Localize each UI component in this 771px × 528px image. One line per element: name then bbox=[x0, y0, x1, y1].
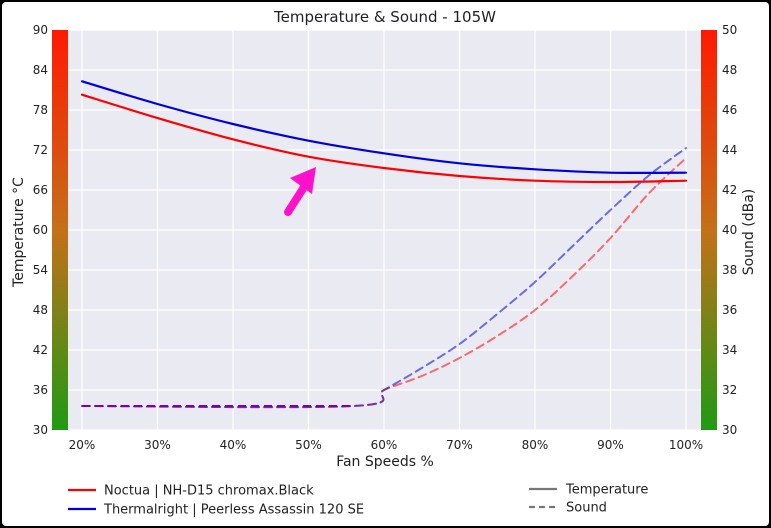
temperature-series-line bbox=[80, 80, 688, 175]
y-right-tick-label: 30 bbox=[722, 423, 737, 437]
y-right-tick-label: 40 bbox=[722, 223, 737, 237]
y-right-tick-label: 50 bbox=[722, 23, 737, 37]
x-tick-label: 100% bbox=[669, 438, 703, 452]
legend-label: Temperature bbox=[565, 483, 648, 498]
y-left-tick-label: 84 bbox=[33, 63, 48, 77]
x-tick-label: 30% bbox=[144, 438, 171, 452]
x-axis-title: Fan Speeds % bbox=[336, 454, 434, 470]
y-right-tick-label: 46 bbox=[722, 103, 737, 117]
right-sound-gradient-bar bbox=[701, 30, 717, 430]
y-right-axis-title: Sound (dBa) bbox=[741, 189, 757, 276]
y-left-tick-label: 30 bbox=[33, 423, 48, 437]
legend-label: Thermalright | Peerless Assassin 120 SE bbox=[103, 503, 364, 518]
chart-title: Temperature & Sound - 105W bbox=[273, 8, 496, 26]
y-right-tick-label: 36 bbox=[722, 303, 737, 317]
y-right-tick-labels: 30 32 34 36 38 40 42 44 46 48 50 bbox=[722, 23, 737, 437]
left-temperature-gradient-bar bbox=[52, 30, 68, 430]
y-left-tick-label: 66 bbox=[33, 183, 48, 197]
x-tick-label: 80% bbox=[522, 438, 549, 452]
y-left-axis-title: Temperature °C bbox=[11, 177, 27, 288]
y-left-tick-label: 36 bbox=[33, 383, 48, 397]
legend: Noctua | NH-D15 chromax.Black Thermalrigh… bbox=[68, 483, 648, 518]
y-left-tick-label: 90 bbox=[33, 23, 48, 37]
legend-label: Sound bbox=[566, 501, 607, 516]
temperature-series-line bbox=[80, 93, 688, 184]
legend-label: Noctua | NH-D15 chromax.Black bbox=[104, 484, 314, 499]
y-left-tick-label: 60 bbox=[33, 223, 48, 237]
x-tick-labels: 20% 30% 40% 50% 60% 70% 80% 90% 100% bbox=[69, 438, 703, 452]
y-right-tick-label: 44 bbox=[722, 143, 737, 157]
y-right-tick-label: 32 bbox=[722, 383, 737, 397]
y-right-tick-label: 42 bbox=[722, 183, 737, 197]
y-left-tick-labels: 30 36 42 48 54 60 66 72 78 84 90 bbox=[33, 23, 48, 437]
x-tick-label: 70% bbox=[446, 438, 473, 452]
x-tick-label: 40% bbox=[220, 438, 247, 452]
sound-series-line bbox=[81, 147, 687, 409]
x-tick-label: 60% bbox=[371, 438, 398, 452]
y-left-tick-label: 48 bbox=[33, 303, 48, 317]
y-left-tick-label: 54 bbox=[33, 263, 48, 277]
x-tick-label: 50% bbox=[295, 438, 322, 452]
y-right-tick-label: 38 bbox=[722, 263, 737, 277]
y-right-tick-label: 34 bbox=[722, 343, 737, 357]
y-right-tick-label: 48 bbox=[722, 63, 737, 77]
y-left-tick-label: 72 bbox=[33, 143, 48, 157]
x-tick-label: 90% bbox=[597, 438, 624, 452]
y-left-tick-label: 42 bbox=[33, 343, 48, 357]
y-left-tick-label: 78 bbox=[33, 103, 48, 117]
x-tick-label: 20% bbox=[69, 438, 96, 452]
sound-series-line bbox=[81, 157, 687, 409]
annotation-arrow-icon bbox=[284, 167, 316, 216]
series-layer bbox=[80, 80, 688, 409]
